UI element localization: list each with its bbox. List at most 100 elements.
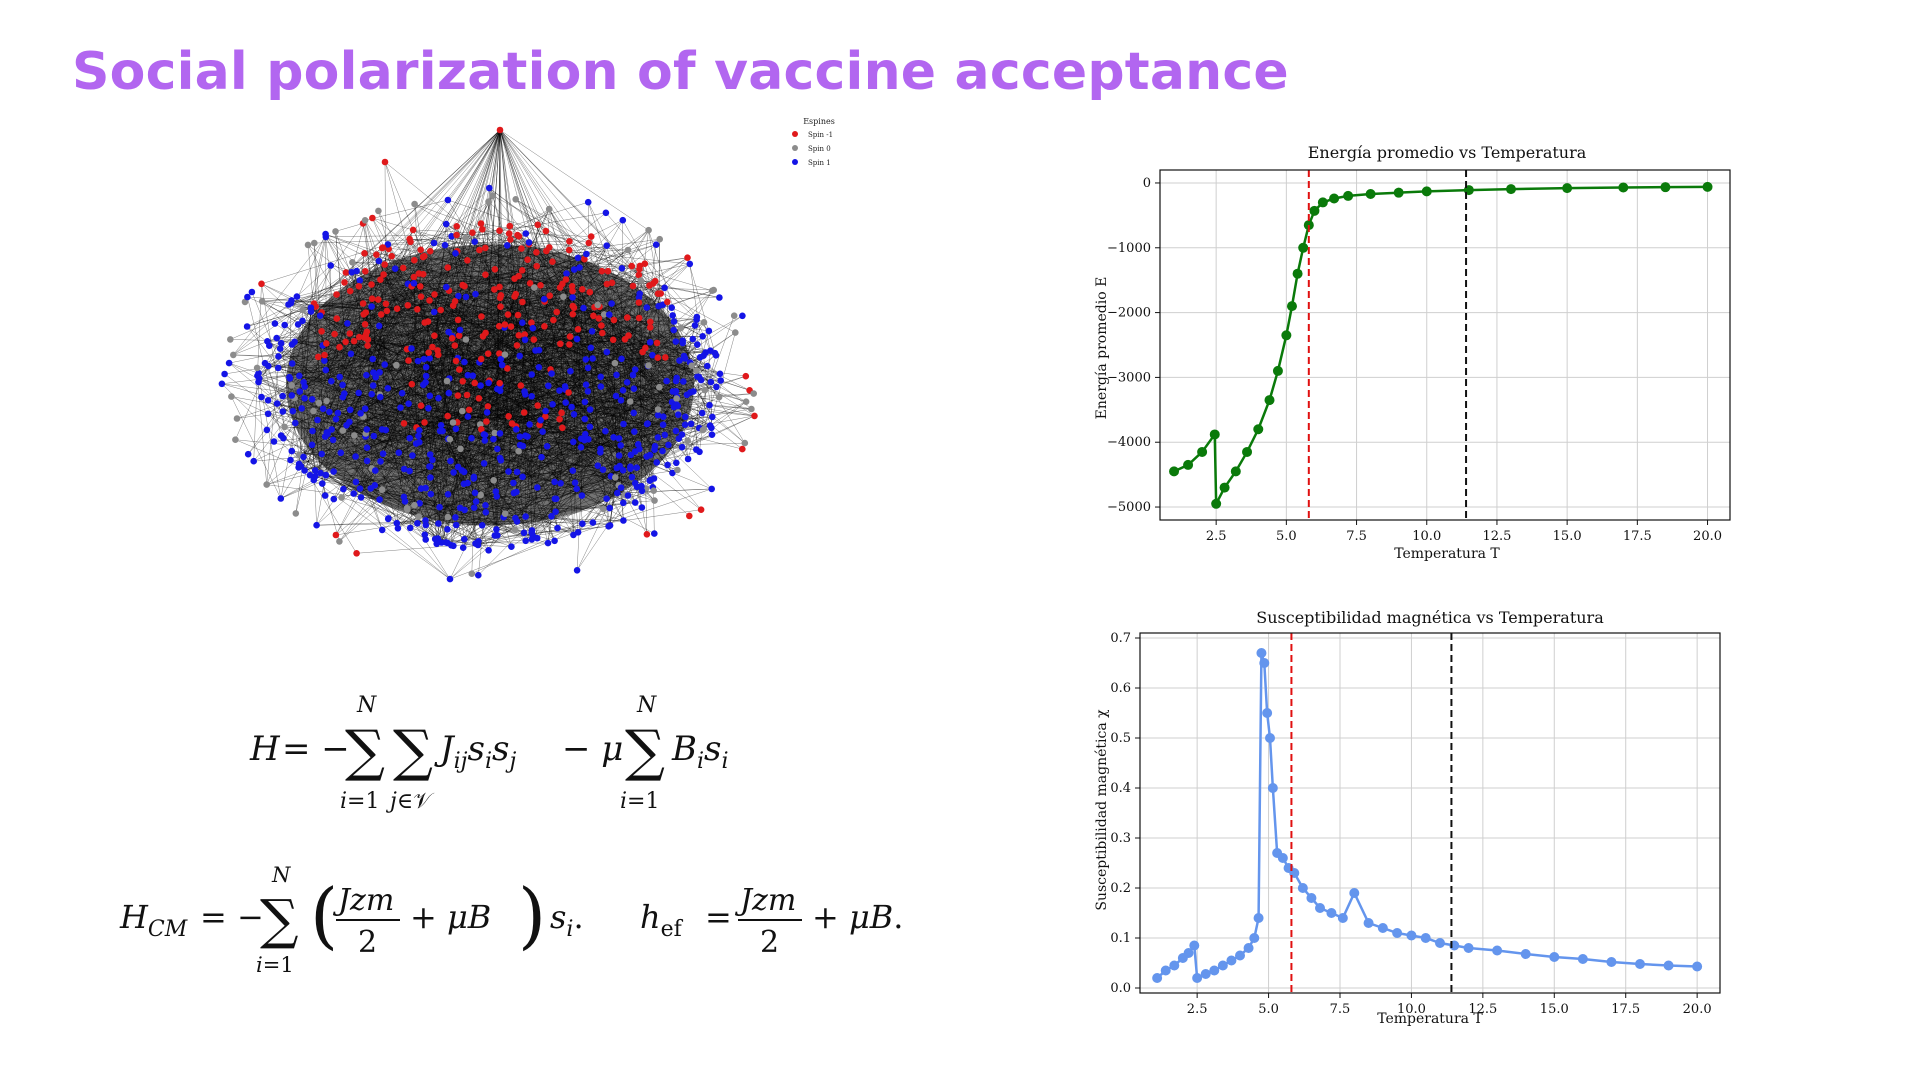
network-node bbox=[444, 526, 451, 533]
network-node bbox=[584, 388, 592, 395]
network-node bbox=[419, 253, 427, 261]
network-node bbox=[319, 480, 326, 487]
network-node bbox=[289, 407, 297, 415]
chart-title: Energía promedio vs Temperatura bbox=[1308, 143, 1587, 162]
data-point bbox=[1618, 182, 1629, 193]
network-node bbox=[363, 457, 371, 465]
network-node bbox=[531, 284, 538, 291]
network-node bbox=[368, 295, 376, 302]
data-point bbox=[1606, 957, 1617, 967]
network-node bbox=[570, 304, 578, 312]
network-node bbox=[414, 357, 422, 365]
data-point bbox=[1549, 952, 1560, 962]
network-node bbox=[589, 355, 596, 362]
network-node bbox=[684, 455, 692, 463]
network-node bbox=[624, 246, 632, 254]
network-node bbox=[586, 423, 594, 431]
network-node bbox=[524, 433, 531, 440]
y-tick-label: −4000 bbox=[1107, 435, 1151, 450]
network-node bbox=[462, 234, 469, 242]
network-node bbox=[707, 378, 715, 386]
network-node bbox=[405, 357, 412, 364]
network-node bbox=[383, 307, 391, 315]
network-node bbox=[557, 340, 564, 348]
network-node bbox=[464, 257, 471, 264]
network-node bbox=[530, 336, 538, 343]
x-axis-label: Temperatura T bbox=[1377, 1011, 1483, 1027]
network-node bbox=[496, 294, 504, 302]
network-node bbox=[638, 482, 645, 490]
network-node bbox=[573, 485, 580, 493]
network-node bbox=[636, 290, 643, 297]
data-point bbox=[1230, 466, 1241, 477]
susceptibility-chart-panel: 2.5 5.0 7.5 10.0 12.5 15.0 17.5 20.0 0.0 0.1 0.2 0.… bbox=[1090, 605, 1740, 1035]
network-node bbox=[404, 302, 412, 309]
network-node bbox=[633, 464, 640, 472]
svg-text:=: = bbox=[705, 898, 732, 936]
network-node bbox=[676, 357, 683, 364]
network-node bbox=[507, 323, 515, 330]
network-node bbox=[700, 352, 707, 359]
network-node bbox=[534, 221, 542, 229]
network-node bbox=[264, 410, 272, 418]
legend-marker bbox=[792, 145, 798, 151]
network-node bbox=[646, 451, 654, 459]
network-node bbox=[306, 471, 314, 479]
network-node bbox=[730, 312, 738, 319]
data-point bbox=[1256, 648, 1267, 658]
network-node bbox=[293, 293, 301, 300]
network-node bbox=[501, 351, 509, 358]
network-node bbox=[384, 241, 392, 248]
network-node bbox=[376, 496, 383, 503]
network-node bbox=[470, 473, 478, 481]
network-node bbox=[664, 298, 671, 306]
network-node bbox=[599, 466, 607, 474]
network-node bbox=[571, 479, 579, 487]
legend-marker bbox=[792, 159, 798, 165]
network-node bbox=[300, 453, 307, 461]
network-node bbox=[411, 501, 418, 509]
network-node bbox=[608, 279, 616, 287]
network-node bbox=[446, 435, 454, 443]
network-node bbox=[654, 354, 662, 361]
network-node bbox=[654, 434, 662, 441]
network-node bbox=[371, 482, 379, 489]
network-node bbox=[332, 415, 340, 423]
network-node bbox=[364, 342, 371, 349]
network-node bbox=[344, 320, 351, 327]
network-node bbox=[494, 532, 501, 539]
network-node bbox=[742, 398, 750, 406]
network-node bbox=[417, 283, 424, 290]
network-node bbox=[311, 239, 318, 247]
network-node bbox=[528, 529, 535, 536]
network-node bbox=[560, 293, 567, 300]
network-node bbox=[330, 495, 338, 503]
network-node bbox=[497, 355, 505, 363]
network-node bbox=[664, 461, 671, 469]
network-node bbox=[410, 280, 418, 287]
network-node bbox=[654, 406, 662, 413]
chart-body: 2.5 5.0 7.5 10.0 12.5 15.0 17.5 20.0 0.0 0.1 0.2 0.… bbox=[1110, 631, 1721, 1017]
y-tick-label: 0 bbox=[1143, 176, 1151, 191]
network-node bbox=[339, 393, 347, 401]
network-node bbox=[542, 227, 550, 235]
network-node bbox=[352, 478, 360, 486]
network-node bbox=[495, 322, 503, 330]
network-node bbox=[624, 314, 631, 321]
network-node bbox=[628, 473, 636, 481]
network-node bbox=[608, 300, 615, 307]
y-tick-label: 0.5 bbox=[1110, 731, 1131, 746]
data-point bbox=[1243, 943, 1254, 953]
network-node bbox=[603, 495, 610, 503]
network-node bbox=[605, 311, 613, 318]
network-node bbox=[670, 318, 678, 325]
network-node bbox=[408, 345, 415, 352]
network-node bbox=[537, 416, 544, 424]
data-point bbox=[1349, 888, 1360, 898]
network-node bbox=[469, 229, 476, 236]
network-node bbox=[501, 321, 509, 328]
network-node bbox=[496, 283, 503, 291]
network-node bbox=[584, 364, 592, 372]
network-node bbox=[485, 198, 492, 205]
network-node bbox=[263, 481, 270, 488]
